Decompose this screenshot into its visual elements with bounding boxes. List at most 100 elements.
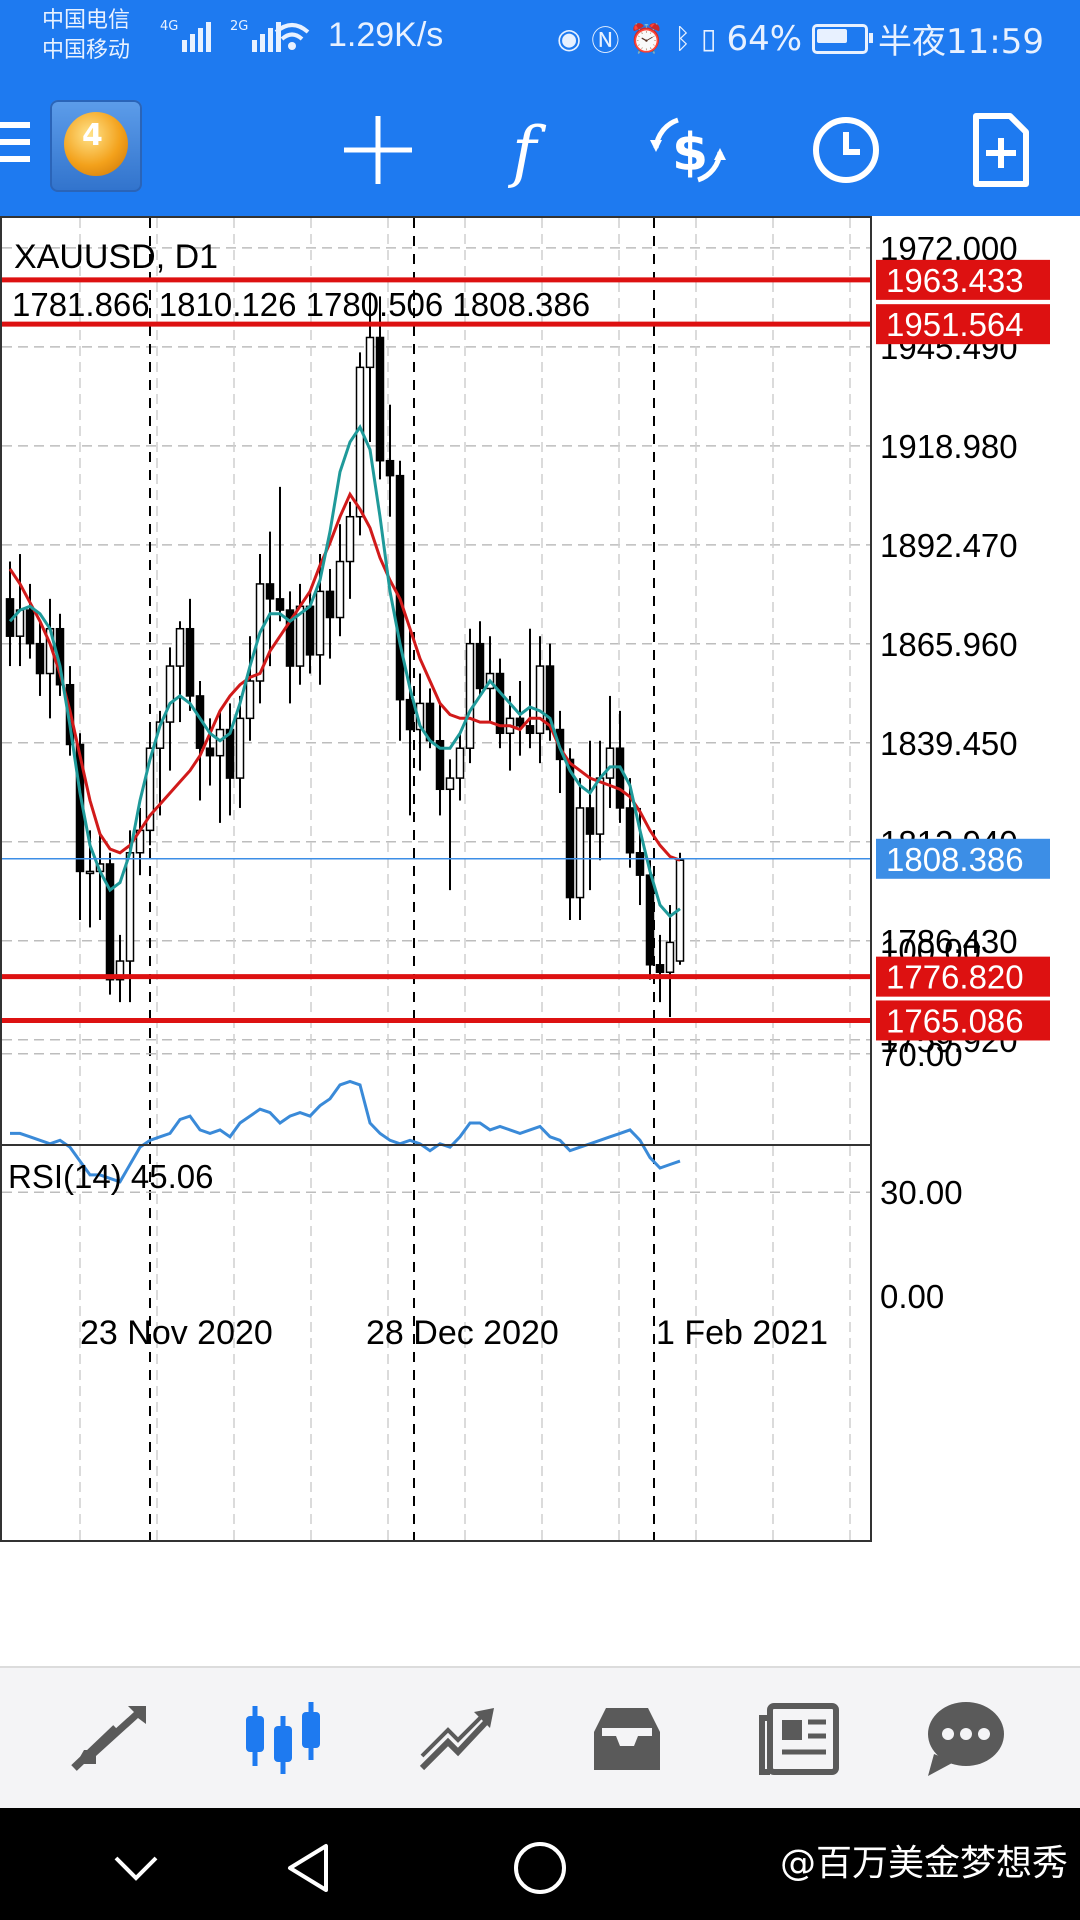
candle	[655, 934, 665, 1003]
alarm-icon: ⏰	[629, 22, 665, 55]
date-axis: 23 Nov 2020 28 Dec 2020 1 Feb 2021	[80, 1314, 828, 1352]
candle	[515, 681, 525, 756]
candle-bull	[345, 515, 355, 563]
candle-bull	[605, 747, 615, 779]
candle-bear	[35, 642, 45, 675]
candle-bull	[535, 665, 545, 735]
wifi-icon	[274, 23, 310, 50]
candle	[145, 725, 155, 846]
candle-bear	[285, 609, 295, 667]
candle	[435, 703, 445, 816]
network-speed: 1.29K/s	[328, 16, 444, 54]
system-navigation: @百万美金梦想秀	[0, 1808, 1080, 1920]
candle-bear	[105, 863, 115, 981]
down-icon[interactable]	[106, 1838, 166, 1898]
logo-number: 4	[82, 118, 103, 153]
moving-averages	[8, 424, 681, 919]
rsi-pane-border	[0, 1144, 872, 1542]
eye-icon: ◉	[556, 22, 582, 55]
candle-bear	[545, 665, 555, 731]
net-1-label: 4G	[160, 19, 178, 34]
symbol-label: XAUUSD, D1	[14, 238, 218, 276]
svg-text:f: f	[507, 113, 547, 190]
history-icon[interactable]	[582, 1698, 672, 1778]
candle-bear	[275, 598, 285, 611]
candle-bull	[335, 560, 345, 619]
chat-icon[interactable]	[920, 1698, 1010, 1778]
bottom-navigation	[0, 1666, 1080, 1810]
level-tag	[876, 1000, 1050, 1041]
rsi-label: RSI(14) 45.06	[8, 1158, 213, 1195]
candle	[535, 636, 545, 764]
menu-icon[interactable]	[0, 122, 30, 170]
vibrate-icon: ▯	[701, 22, 717, 55]
candle-bear	[585, 807, 595, 835]
carrier-1: 中国电信	[42, 8, 131, 33]
candle-bear	[515, 717, 525, 727]
candle-bear	[645, 874, 655, 966]
candle-bull	[595, 777, 605, 835]
candle-bull	[665, 941, 675, 973]
ohlc-label: 1781.866 1810.126 1780.506 1808.386	[12, 286, 590, 323]
date-label: 23 Nov 2020	[80, 1314, 273, 1352]
current-price-label: 1808.386	[886, 841, 1024, 878]
period-separators	[149, 218, 655, 1540]
candle-bear	[265, 583, 275, 600]
watermark: @百万美金梦想秀	[779, 1843, 1068, 1884]
candle-bear	[625, 807, 635, 854]
candle-bear	[205, 747, 215, 757]
candle	[165, 647, 175, 771]
date-label: 28 Dec 2020	[366, 1314, 559, 1352]
ma-teal-line	[8, 424, 681, 919]
trade-icon[interactable]: $	[648, 110, 728, 190]
level-tag	[876, 956, 1050, 997]
timeframe-icon[interactable]	[806, 110, 886, 190]
candle	[445, 759, 455, 891]
rsi-tick-label: 30.00	[880, 1174, 963, 1211]
candle-bull	[315, 590, 325, 656]
candle	[105, 852, 115, 995]
date-label: 1 Feb 2021	[656, 1314, 828, 1352]
status-bar: 中国电信 中国移动 4G 2G 1.29K/s ◉ Ⓝ ⏰ ᛒ ▯ 64% 半夜…	[0, 0, 1080, 74]
candle	[605, 695, 615, 808]
nfc-icon: Ⓝ	[591, 23, 620, 57]
bluetooth-icon: ᛒ	[674, 22, 692, 55]
candle	[625, 778, 635, 868]
quotes-icon[interactable]	[66, 1698, 156, 1778]
candle	[375, 296, 385, 480]
candle	[215, 710, 225, 823]
candle-bull	[235, 717, 245, 779]
candle	[285, 591, 295, 704]
candle-bull	[245, 680, 255, 720]
candle-bear	[185, 627, 195, 697]
candle-bear	[325, 590, 335, 619]
candle-bear	[405, 698, 415, 731]
candle	[205, 718, 215, 786]
news-icon[interactable]	[756, 1698, 846, 1778]
home-icon[interactable]	[510, 1838, 570, 1898]
indicators-icon[interactable]: f	[494, 110, 574, 190]
current-price-tag	[876, 838, 1050, 879]
candle-bear	[525, 725, 535, 735]
status-right: ◉ Ⓝ ⏰ ᛒ ▯ 64% 半夜11:59	[557, 14, 1044, 63]
back-icon[interactable]	[280, 1838, 340, 1898]
trade-nav-icon[interactable]	[412, 1698, 502, 1778]
level-tag	[876, 304, 1050, 345]
candle-bull	[165, 665, 175, 723]
candle-bull	[445, 777, 455, 791]
metatrader-logo[interactable]: 4	[50, 100, 142, 192]
candle-bear	[635, 852, 645, 876]
net-2-label: 2G	[230, 19, 248, 34]
new-chart-icon[interactable]	[960, 110, 1040, 190]
level-tag-label: 1776.820	[886, 959, 1024, 996]
candle	[585, 740, 595, 891]
chart-icon[interactable]	[238, 1698, 328, 1778]
chart-area[interactable]: 100.00 70.00 30.00 0.00 1972.000 1945.490 191…	[0, 216, 1080, 1666]
crosshair-icon[interactable]	[338, 110, 418, 190]
candle	[245, 636, 255, 741]
candle	[575, 778, 585, 920]
carrier-2: 中国移动	[42, 38, 131, 63]
candle	[235, 695, 245, 808]
candle-bull	[115, 960, 125, 981]
